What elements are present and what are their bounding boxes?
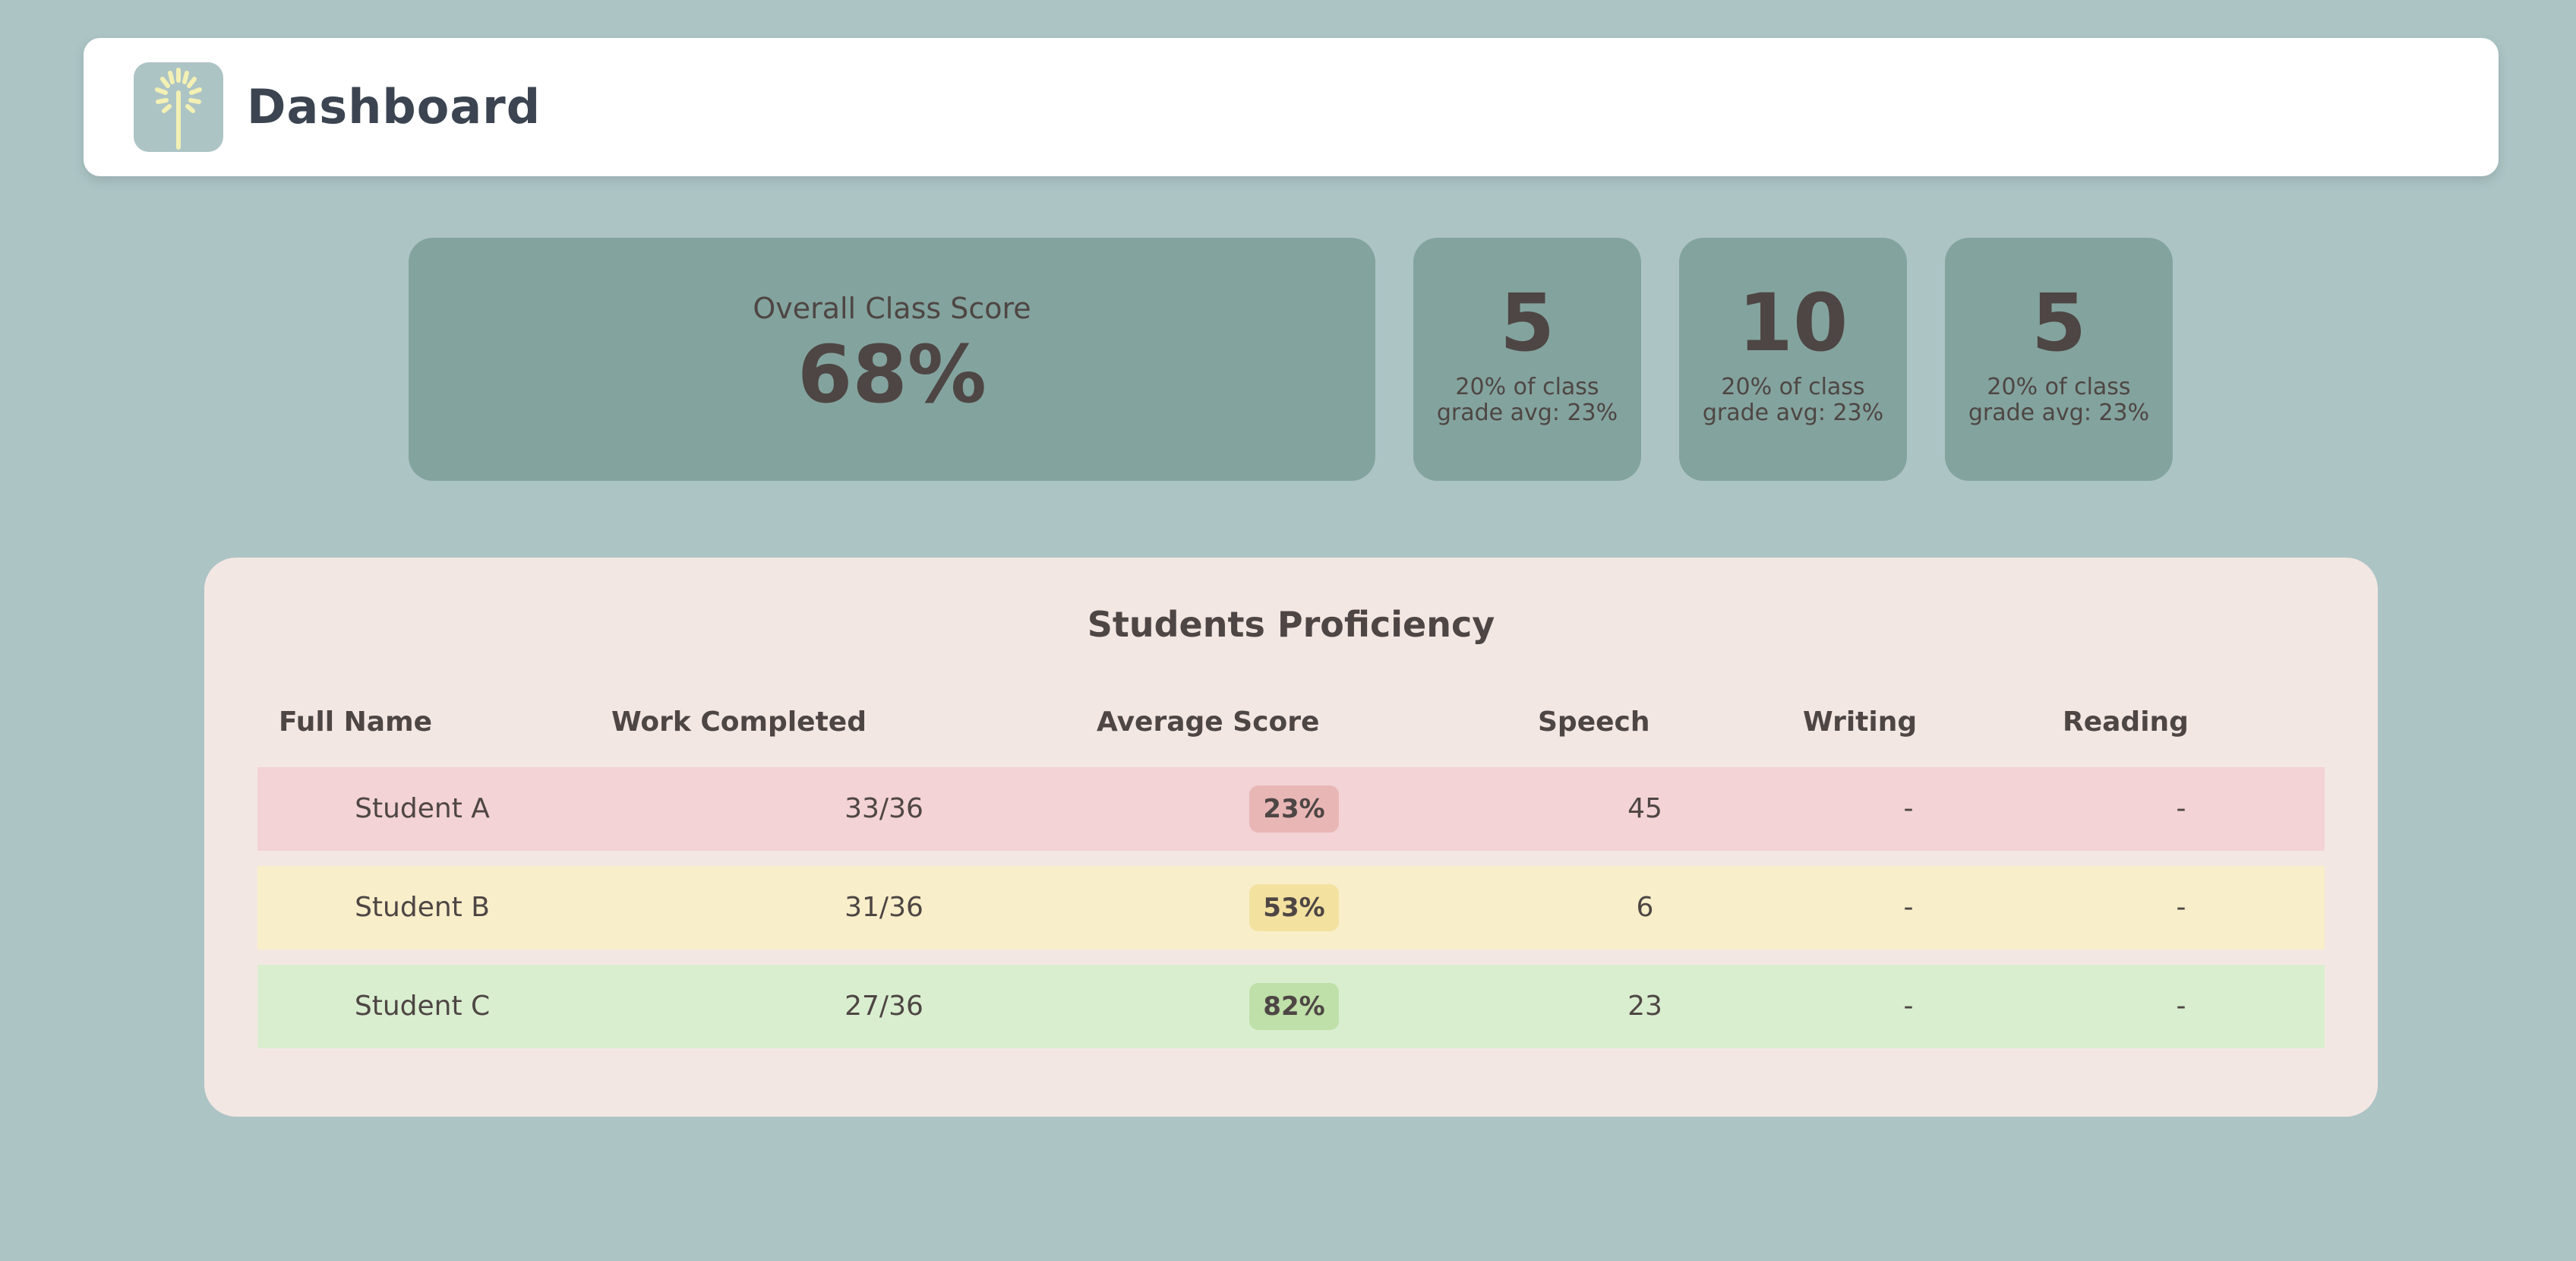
work-completed: 31/36	[844, 892, 923, 923]
average-score-badge: 53%	[1249, 884, 1339, 931]
stat-caption-line: grade avg: 23%	[1968, 400, 2150, 426]
proficiency-panel: Students Proficiency Full Name Work Comp…	[204, 558, 2378, 1117]
column-header-speech[interactable]: Speech	[1538, 706, 1650, 738]
page-title: Dashboard	[247, 79, 541, 134]
overall-score-value: 68%	[797, 328, 987, 421]
column-header-writing[interactable]: Writing	[1803, 706, 1918, 738]
stat-card: 5 20% of class grade avg: 23%	[1413, 238, 1641, 481]
reading-score: -	[2176, 892, 2186, 923]
stat-caption: 20% of class grade avg: 23%	[1427, 375, 1627, 426]
writing-score: -	[1903, 892, 1914, 923]
stat-value: 10	[1738, 277, 1848, 369]
overall-score-label: Overall Class Score	[753, 292, 1031, 325]
tree-icon	[155, 68, 202, 150]
writing-score: -	[1903, 793, 1914, 824]
app-logo[interactable]	[134, 62, 223, 152]
student-name: Student A	[355, 793, 490, 824]
writing-score: -	[1903, 991, 1914, 1022]
reading-score: -	[2176, 991, 2186, 1022]
overall-score-card: Overall Class Score 68%	[409, 238, 1375, 481]
speech-score: 45	[1627, 793, 1662, 824]
stat-card: 5 20% of class grade avg: 23%	[1945, 238, 2173, 481]
stat-caption-line: 20% of class	[1721, 374, 1865, 400]
column-header-full-name[interactable]: Full Name	[279, 706, 432, 738]
stat-caption-line: 20% of class	[1987, 374, 2131, 400]
column-header-average-score[interactable]: Average Score	[1097, 706, 1320, 738]
average-score-badge: 82%	[1249, 983, 1339, 1030]
reading-score: -	[2176, 793, 2186, 824]
work-completed: 27/36	[844, 991, 923, 1022]
header-bar: Dashboard	[84, 38, 2499, 176]
stat-caption-line: grade avg: 23%	[1436, 400, 1618, 426]
table-row[interactable]: Student C 27/36 82% 23 - -	[257, 965, 2325, 1048]
table-row[interactable]: Student A 33/36 23% 45 - -	[257, 767, 2325, 851]
speech-score: 23	[1627, 991, 1662, 1022]
table-row[interactable]: Student B 31/36 53% 6 - -	[257, 866, 2325, 950]
work-completed: 33/36	[844, 793, 923, 824]
column-header-work-completed[interactable]: Work Completed	[611, 706, 867, 738]
stat-value: 5	[1499, 277, 1555, 369]
panel-title: Students Proficiency	[1087, 604, 1495, 645]
stat-caption: 20% of class grade avg: 23%	[1959, 375, 2159, 426]
speech-score: 6	[1636, 892, 1654, 923]
stat-caption-line: 20% of class	[1455, 374, 1599, 400]
stat-caption: 20% of class grade avg: 23%	[1693, 375, 1893, 426]
stat-value: 5	[2031, 277, 2087, 369]
student-name: Student C	[354, 991, 491, 1022]
average-score-badge: 23%	[1249, 785, 1339, 833]
stat-card: 10 20% of class grade avg: 23%	[1679, 238, 1907, 481]
student-name: Student B	[355, 892, 490, 923]
column-header-reading[interactable]: Reading	[2063, 706, 2189, 738]
stat-caption-line: grade avg: 23%	[1702, 400, 1884, 426]
